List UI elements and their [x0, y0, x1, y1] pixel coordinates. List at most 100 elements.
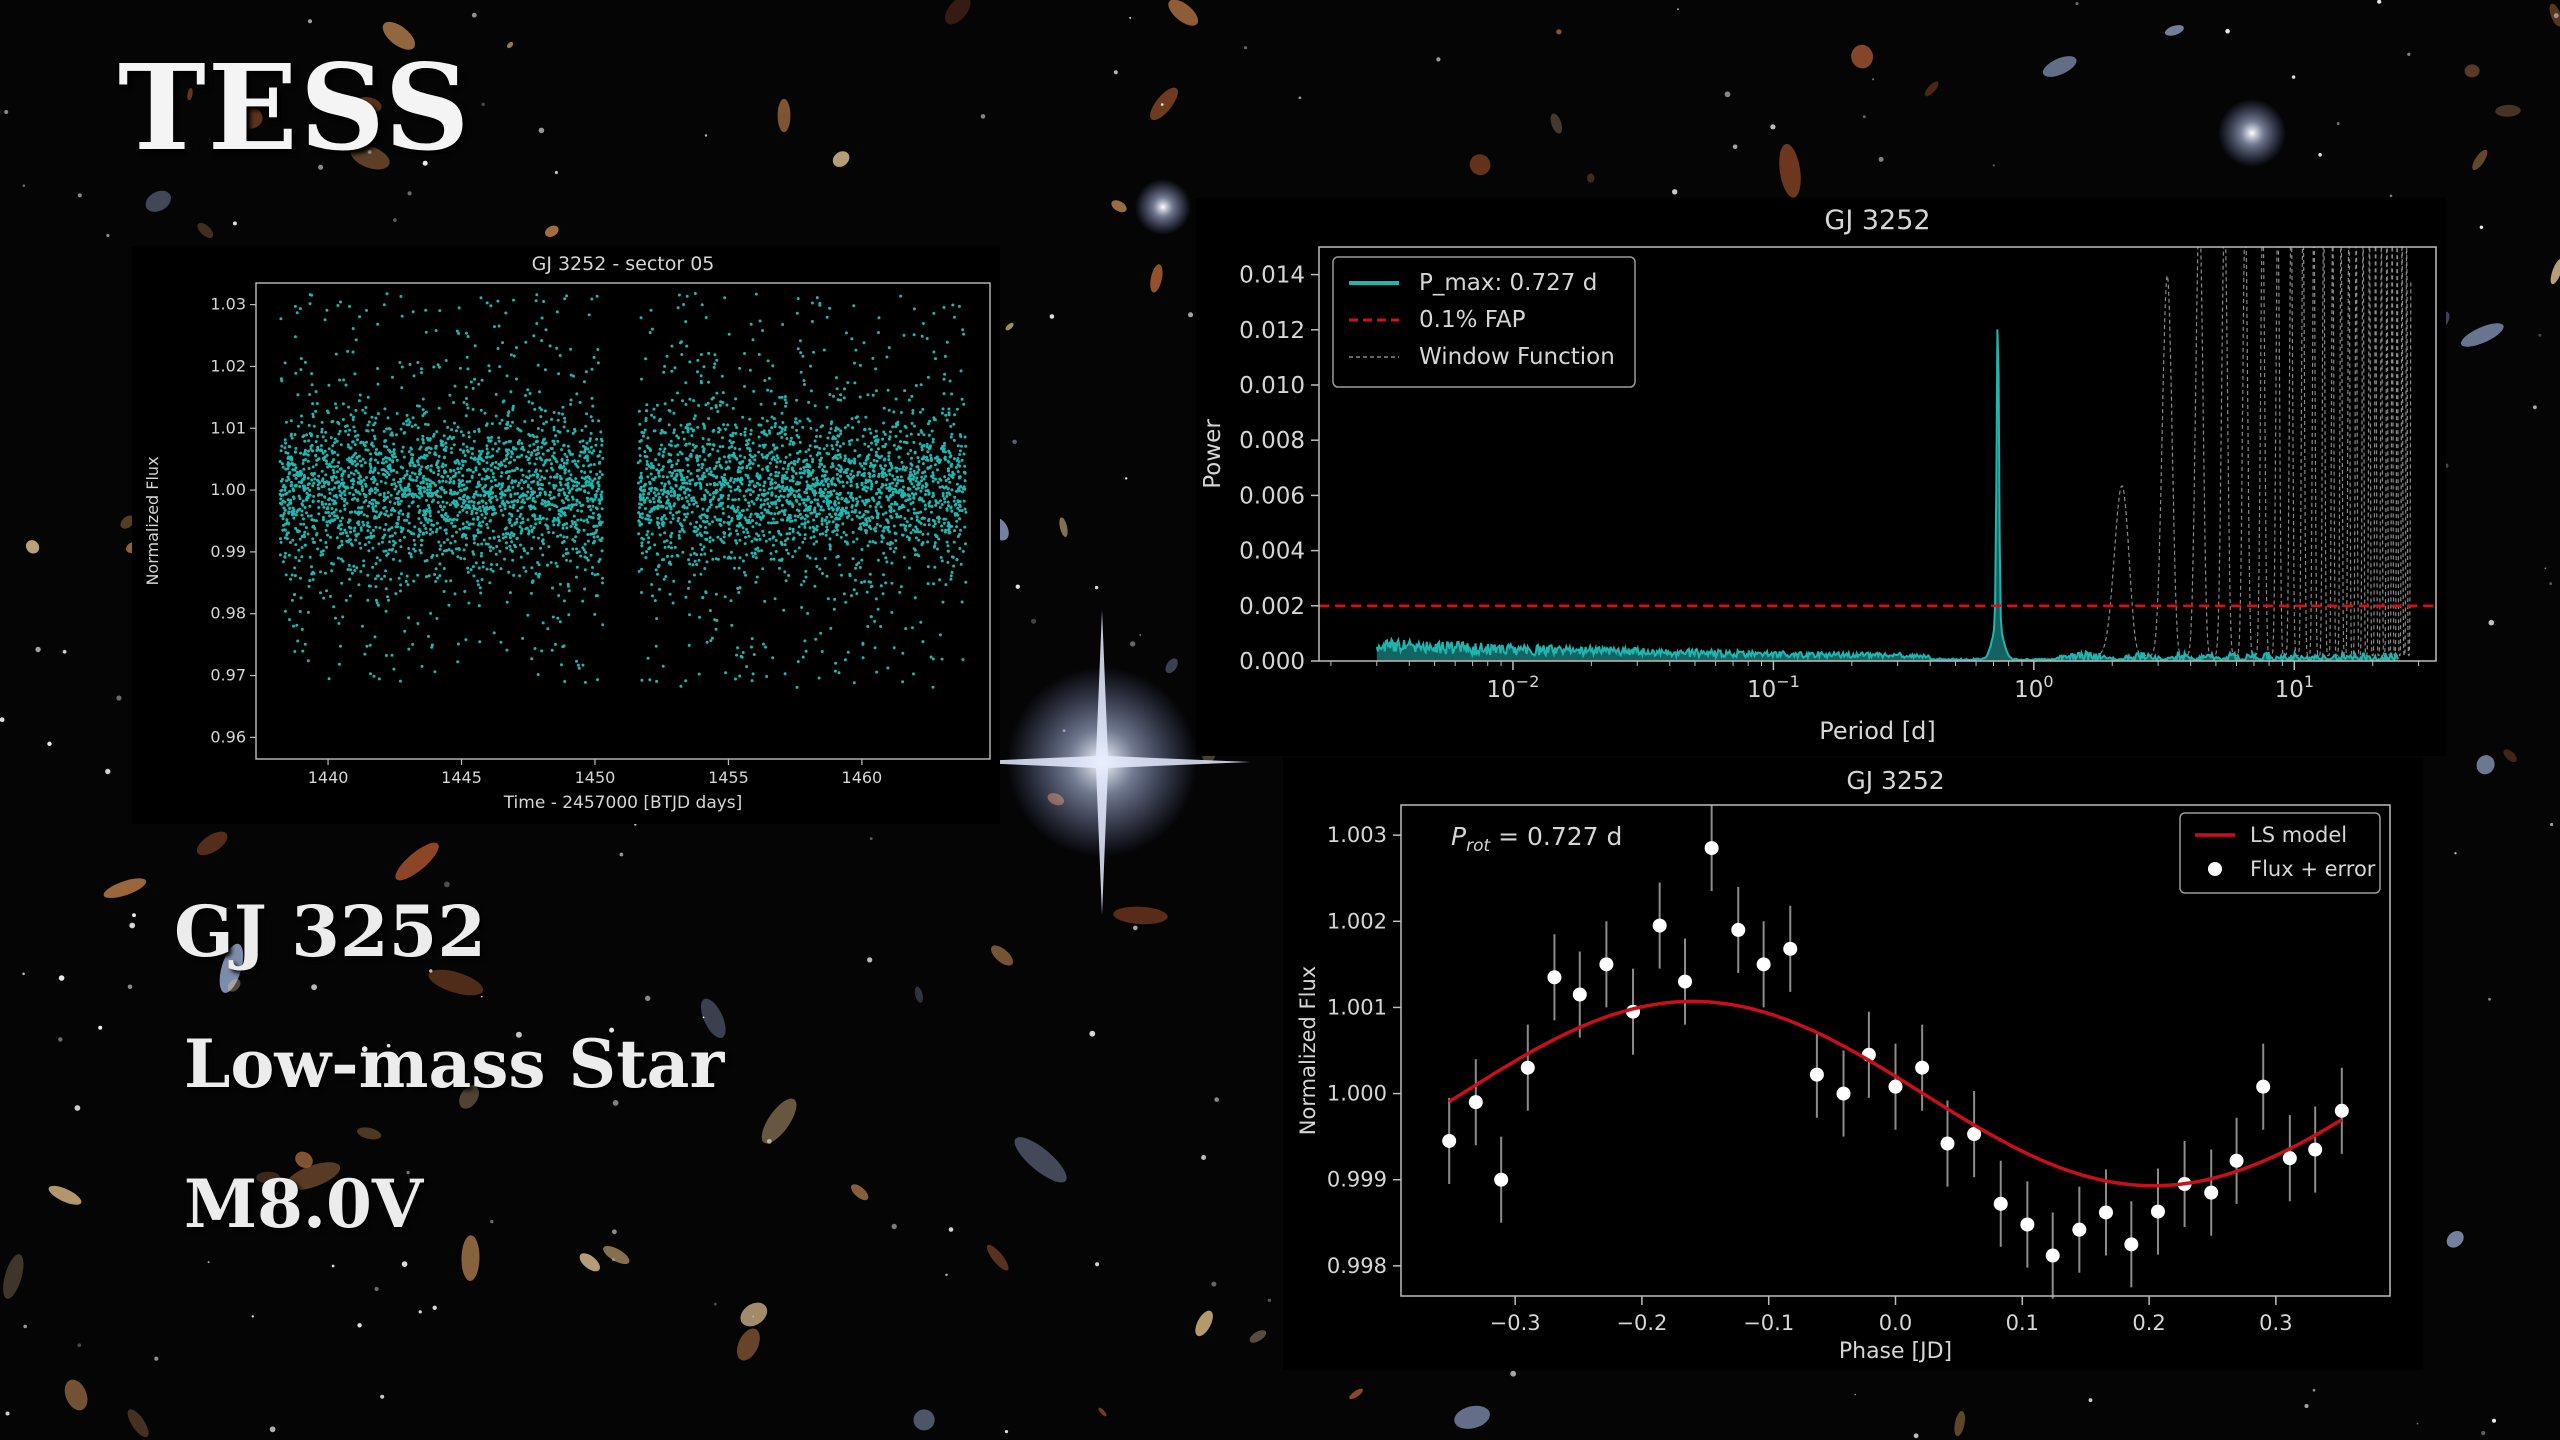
data-point [434, 483, 438, 487]
data-point [596, 535, 600, 539]
data-point [343, 528, 347, 532]
data-point [762, 429, 766, 433]
data-point [433, 670, 437, 674]
data-point [671, 513, 675, 517]
data-point [943, 530, 947, 534]
background-star [1672, 189, 1678, 195]
data-point [697, 463, 700, 467]
data-point [673, 491, 677, 495]
data-point [341, 418, 345, 421]
data-point [648, 678, 652, 682]
data-point [881, 592, 885, 596]
data-point [890, 466, 894, 470]
data-point [358, 399, 361, 403]
data-point [774, 500, 778, 504]
data-point [404, 495, 407, 498]
data-point [563, 452, 567, 456]
data-point [379, 512, 383, 516]
data-point [573, 520, 577, 524]
data-point [587, 491, 590, 495]
data-point [451, 501, 455, 504]
data-point [458, 510, 462, 514]
data-point [429, 611, 433, 615]
data-point [500, 490, 504, 494]
data-point [649, 518, 653, 522]
data-point [489, 479, 493, 483]
data-point [532, 334, 536, 338]
data-point [328, 535, 332, 539]
data-point [346, 568, 350, 571]
data-point [783, 539, 787, 543]
data-point [526, 490, 530, 494]
data-point [774, 470, 778, 474]
data-point [803, 639, 807, 643]
data-point [550, 648, 554, 652]
data-point [289, 498, 293, 502]
data-point [465, 520, 469, 524]
data-point [345, 501, 349, 505]
data-point [791, 537, 795, 541]
data-point [671, 517, 675, 521]
data-point [589, 415, 593, 419]
data-point [307, 482, 311, 486]
data-point [715, 505, 718, 509]
data-point [478, 640, 482, 644]
data-point [335, 439, 339, 443]
data-point [371, 502, 375, 506]
data-point [396, 480, 400, 484]
data-point [536, 482, 540, 486]
data-point [868, 540, 872, 544]
data-point [412, 374, 416, 378]
data-point [751, 462, 755, 466]
data-point [533, 449, 536, 453]
data-point [727, 466, 731, 470]
data-point [644, 419, 648, 423]
data-point [359, 511, 363, 515]
data-point [376, 322, 380, 326]
data-point [591, 479, 595, 483]
data-point [561, 645, 565, 649]
data-point [491, 447, 495, 451]
data-point [499, 640, 503, 644]
data-point [747, 518, 751, 522]
data-point [773, 447, 777, 451]
data-point [443, 528, 447, 532]
data-point [763, 499, 767, 502]
data-point [385, 456, 389, 460]
data-point [321, 435, 325, 439]
data-point [338, 378, 342, 382]
data-point [586, 558, 590, 562]
data-point [538, 521, 542, 524]
data-point [812, 510, 816, 514]
data-point [374, 458, 377, 462]
data-point [520, 453, 524, 457]
data-point [529, 453, 533, 457]
data-point [293, 433, 297, 436]
data-point [600, 490, 604, 494]
data-point [416, 622, 420, 625]
background-galaxy [1556, 29, 1562, 35]
data-point [920, 517, 924, 520]
data-point [958, 505, 962, 508]
data-point [333, 437, 337, 441]
data-point [361, 408, 365, 412]
data-point [508, 591, 512, 595]
data-point [391, 506, 395, 510]
data-point [552, 475, 556, 479]
data-point [354, 533, 358, 537]
data-point [491, 569, 495, 573]
data-point [563, 468, 567, 472]
data-point [704, 403, 708, 407]
data-point [311, 465, 315, 469]
data-point [361, 457, 365, 461]
data-point [690, 499, 694, 502]
data-point [334, 476, 338, 479]
data-point [643, 454, 647, 458]
data-point [442, 434, 446, 438]
data-point [858, 522, 862, 526]
data-point [412, 464, 416, 468]
background-star [1724, 91, 1731, 98]
data-point [424, 512, 428, 516]
data-point [375, 448, 378, 451]
data-point [517, 455, 521, 459]
